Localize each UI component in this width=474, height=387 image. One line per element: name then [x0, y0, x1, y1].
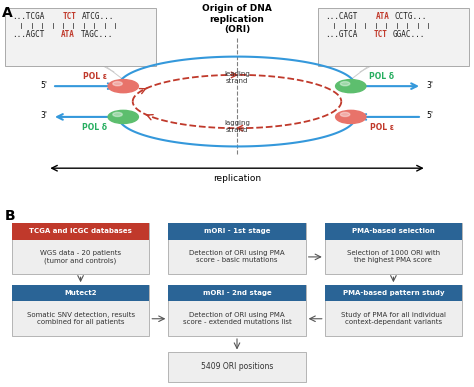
Text: B: B [5, 209, 15, 223]
FancyBboxPatch shape [318, 8, 469, 66]
Text: Study of PMA for all individual
context-dependant variants: Study of PMA for all individual context-… [341, 312, 446, 325]
Text: 5': 5' [40, 80, 47, 90]
Circle shape [340, 82, 350, 86]
FancyBboxPatch shape [12, 285, 149, 301]
Text: Origin of DNA
replication
(ORI): Origin of DNA replication (ORI) [202, 4, 272, 34]
Text: ...AGCT: ...AGCT [12, 30, 44, 39]
Text: 3': 3' [427, 80, 434, 90]
Text: A: A [2, 6, 13, 20]
Text: Mutect2: Mutect2 [64, 290, 97, 296]
Text: leading
strand: leading strand [224, 72, 250, 84]
FancyBboxPatch shape [325, 223, 462, 274]
Text: TCGA and ICGC databases: TCGA and ICGC databases [29, 228, 132, 235]
Text: mORI - 1st stage: mORI - 1st stage [204, 228, 270, 235]
Text: WGS data - 20 patients
(tumor and controls): WGS data - 20 patients (tumor and contro… [40, 250, 121, 264]
Text: POL δ: POL δ [82, 123, 108, 132]
Text: TCT: TCT [374, 30, 387, 39]
Circle shape [113, 82, 122, 86]
Text: POL ε: POL ε [83, 72, 107, 81]
Text: ATA: ATA [375, 12, 389, 21]
Text: PMA-based pattern study: PMA-based pattern study [343, 290, 444, 296]
Text: Detection of ORI using PMA
score - extended mutations list: Detection of ORI using PMA score - exten… [182, 312, 292, 325]
FancyBboxPatch shape [168, 223, 306, 240]
Text: Detection of ORI using PMA
score - basic mutations: Detection of ORI using PMA score - basic… [189, 250, 285, 264]
FancyBboxPatch shape [168, 223, 306, 274]
FancyBboxPatch shape [12, 223, 149, 240]
Text: CCTG...: CCTG... [395, 12, 427, 21]
Circle shape [336, 80, 366, 93]
FancyBboxPatch shape [325, 223, 462, 240]
Text: 5': 5' [427, 111, 434, 120]
Circle shape [113, 112, 122, 116]
FancyBboxPatch shape [168, 285, 306, 301]
Text: PMA-based selection: PMA-based selection [352, 228, 435, 235]
Text: Selection of 1000 ORI with
the highest PMA score: Selection of 1000 ORI with the highest P… [347, 250, 440, 264]
Text: mORI - 2nd stage: mORI - 2nd stage [202, 290, 272, 296]
Circle shape [340, 112, 350, 116]
FancyBboxPatch shape [325, 285, 462, 301]
FancyBboxPatch shape [168, 353, 306, 382]
FancyBboxPatch shape [325, 285, 462, 336]
FancyBboxPatch shape [168, 285, 306, 336]
Text: ...GTCA: ...GTCA [325, 30, 357, 39]
Circle shape [108, 80, 138, 93]
Text: TCT: TCT [63, 12, 76, 21]
FancyBboxPatch shape [12, 223, 149, 274]
FancyBboxPatch shape [12, 285, 149, 336]
Text: lagging
strand: lagging strand [224, 120, 250, 133]
Text: 5409 ORI positions: 5409 ORI positions [201, 363, 273, 372]
Text: ATCG...: ATCG... [82, 12, 114, 21]
Text: ...CAGT: ...CAGT [325, 12, 357, 21]
FancyBboxPatch shape [5, 8, 156, 66]
Text: TAGC...: TAGC... [81, 30, 113, 39]
Text: replication: replication [213, 174, 261, 183]
Text: ...TCGA: ...TCGA [12, 12, 44, 21]
Circle shape [336, 110, 366, 123]
Circle shape [108, 110, 138, 123]
Text: POL δ: POL δ [369, 72, 394, 81]
Text: 3': 3' [40, 111, 47, 120]
Text: GGAC...: GGAC... [392, 30, 425, 39]
Text: POL ε: POL ε [370, 123, 393, 132]
Text: Somatic SNV detection, results
combined for all patients: Somatic SNV detection, results combined … [27, 312, 135, 325]
Text: ATA: ATA [61, 30, 75, 39]
